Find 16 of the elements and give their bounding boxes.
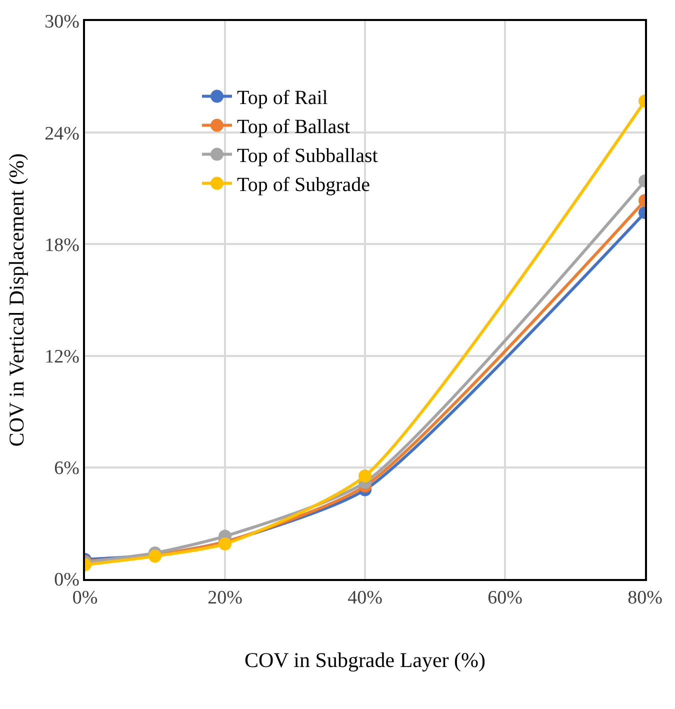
y-tick-label: 24% [44, 123, 80, 144]
y-tick-label: 18% [44, 234, 80, 256]
x-tick-label: 80% [628, 588, 663, 609]
x-axis-title: COV in Subgrade Layer (%) [244, 648, 486, 672]
legend-label: Top of Ballast [237, 116, 350, 138]
y-tick-label: 6% [54, 458, 80, 480]
x-tick-label: 20% [208, 588, 243, 609]
legend-label: Top of Subgrade [237, 174, 370, 196]
x-tick-label: 60% [488, 588, 523, 609]
legend-label: Top of Rail [237, 87, 328, 110]
y-tick-label: 30% [44, 12, 80, 33]
legend-label: Top of Subballast [237, 145, 378, 168]
point [358, 469, 372, 482]
x-tick-label: 40% [348, 588, 383, 609]
y-tick-label: 12% [44, 346, 80, 368]
y-axis-title: COV in Vertical Displacement (%) [4, 153, 28, 447]
